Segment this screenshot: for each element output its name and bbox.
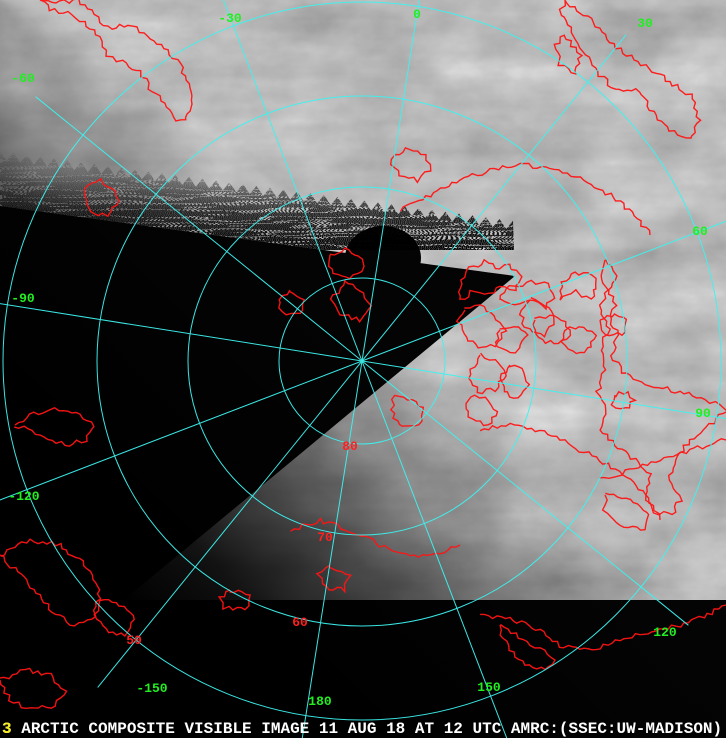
svg-text:3: 3 [2,720,12,738]
svg-text:60: 60 [692,224,708,239]
svg-text:-30: -30 [218,11,242,26]
svg-text:180: 180 [308,694,332,709]
svg-text:90: 90 [695,406,711,421]
svg-text:-150: -150 [136,681,167,696]
svg-text:60: 60 [292,615,308,630]
svg-text:0: 0 [413,7,421,22]
svg-text:80: 80 [342,439,358,454]
svg-text:70: 70 [317,530,333,545]
svg-text:150: 150 [477,680,501,695]
svg-text:3 ARCTIC COMPOSITE VISIBLE IMA: 3 ARCTIC COMPOSITE VISIBLE IMAGE 11 AUG … [2,720,722,738]
svg-text:120: 120 [653,625,677,640]
svg-text:30: 30 [637,16,653,31]
svg-text:-90: -90 [11,291,35,306]
svg-text:-60: -60 [11,71,35,86]
svg-text:-120: -120 [8,489,39,504]
svg-text:50: 50 [126,633,142,648]
